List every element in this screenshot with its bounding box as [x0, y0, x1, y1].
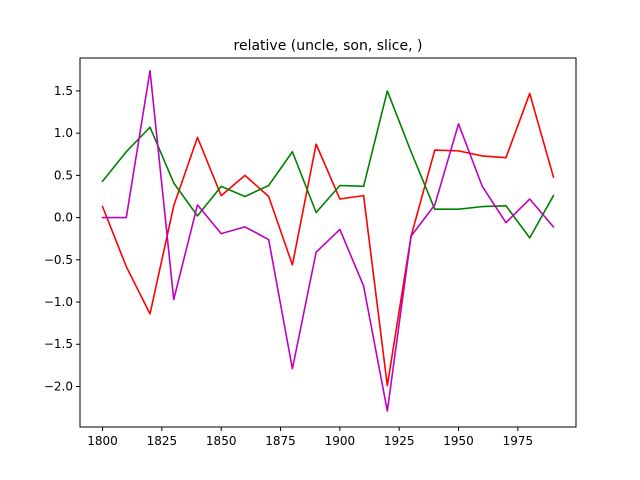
x-tick-label: 1950 [443, 434, 474, 448]
y-tick-label: 1.5 [54, 84, 73, 98]
x-tick-label: 1925 [384, 434, 415, 448]
x-axis: 1800 1825 1850 1875 1900 1925 1950 1975 [87, 427, 533, 448]
y-tick-label: −1.5 [44, 337, 73, 351]
y-tick-label: −1.0 [44, 295, 73, 309]
y-tick-label: 1.0 [54, 126, 73, 140]
y-tick-label: −0.5 [44, 253, 73, 267]
x-tick-label: 1800 [87, 434, 118, 448]
series-line-0 [101, 92, 555, 387]
y-tick-label: 0.5 [54, 168, 73, 182]
x-tick-label: 1875 [265, 434, 296, 448]
series-layer [101, 69, 555, 412]
series-line-2 [101, 69, 555, 412]
y-axis: −2.0 −1.5 −1.0 −0.5 0.0 0.5 1.0 1.5 [44, 84, 80, 393]
x-tick-label: 1850 [206, 434, 237, 448]
x-tick-label: 1825 [147, 434, 178, 448]
y-tick-label: 0.0 [54, 211, 73, 225]
x-tick-label: 1900 [325, 434, 356, 448]
x-tick-label: 1975 [503, 434, 534, 448]
plot-frame [79, 57, 577, 428]
chart-title: relative (uncle, son, slice, ) [234, 38, 423, 54]
series-line-1 [101, 90, 555, 239]
y-tick-label: −2.0 [44, 379, 73, 393]
